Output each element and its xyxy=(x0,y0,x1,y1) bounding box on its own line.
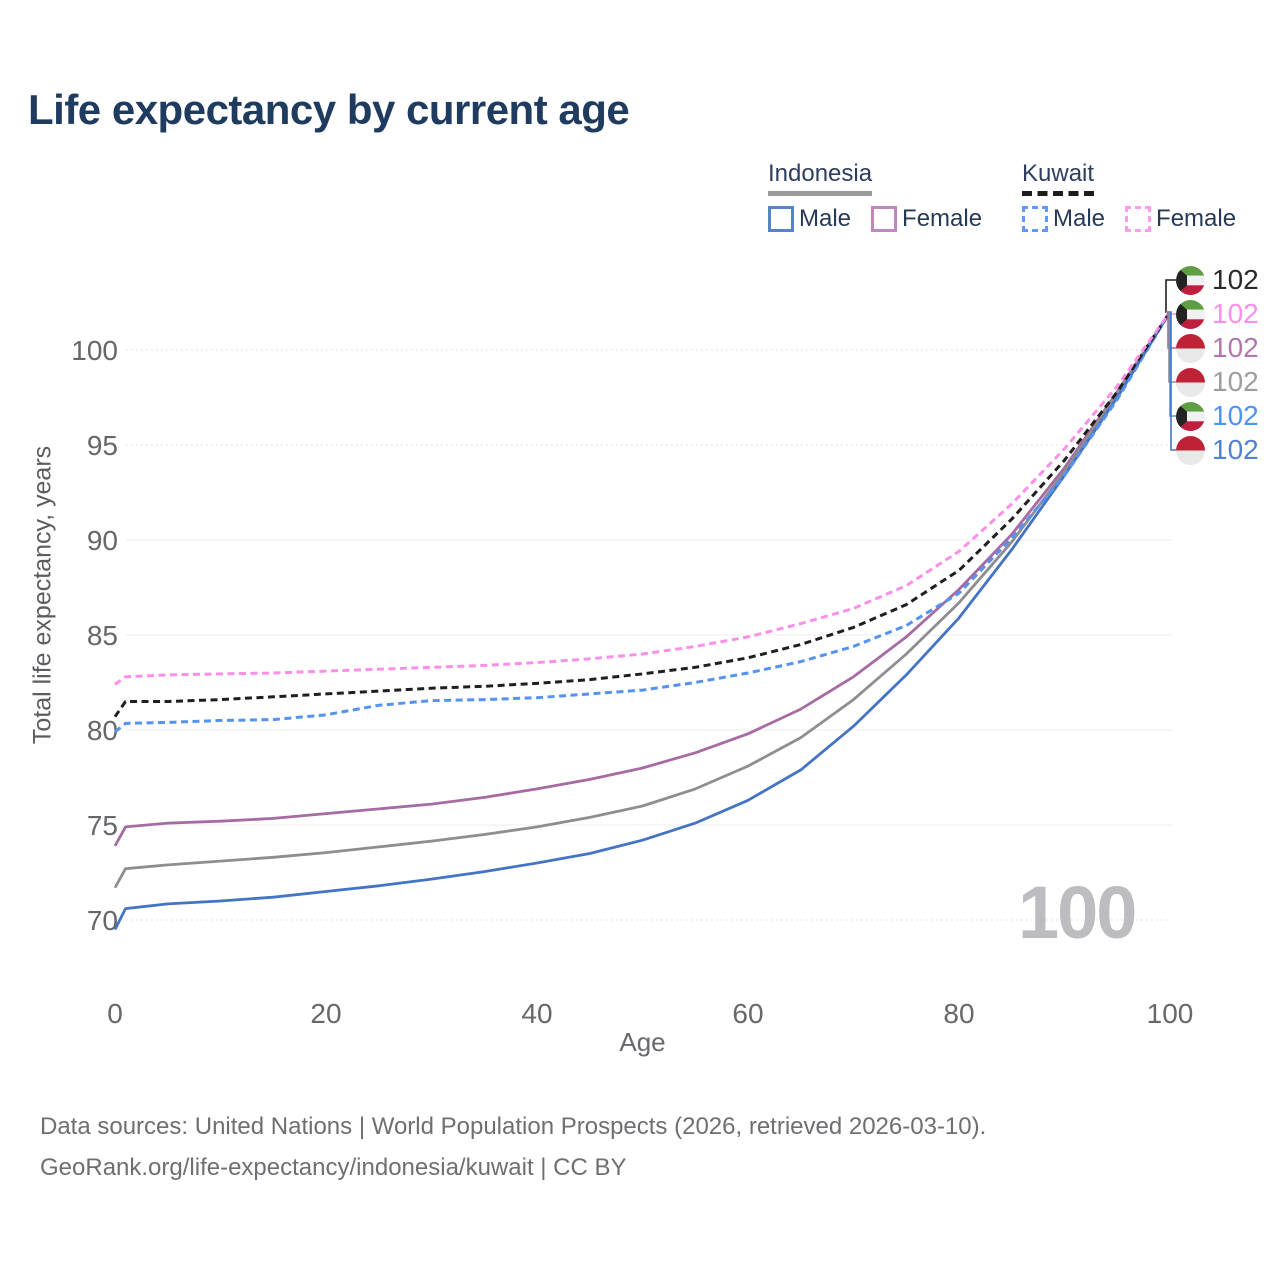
attribution-line: GeoRank.org/life-expectancy/indonesia/ku… xyxy=(40,1154,627,1181)
kuwait-flag-icon xyxy=(1176,401,1205,431)
legend-group-kuwait: Kuwait Male Female xyxy=(1022,160,1236,233)
indonesia-flag-icon xyxy=(1176,367,1205,397)
legend-swatch-indonesia-female xyxy=(871,206,898,232)
y-tick-80: 80 xyxy=(87,715,118,746)
series-line-kuwait[interactable] xyxy=(113,311,1172,718)
x-tick-80: 80 xyxy=(943,998,974,1029)
end-value: 102 xyxy=(1212,264,1259,295)
kuwait-flag-icon xyxy=(1176,265,1205,295)
y-tick-100: 100 xyxy=(71,335,118,366)
end-label-kuwait-total: 102 xyxy=(1176,263,1259,297)
legend-label-indonesia-male: Male xyxy=(799,205,852,232)
data-sources-line: Data sources: United Nations | World Pop… xyxy=(40,1113,987,1140)
end-label-indonesia-female: 102 xyxy=(1176,331,1259,365)
legend-item-kuwait-male[interactable]: Male xyxy=(1022,205,1105,233)
page-title: Life expectancy by current age xyxy=(28,86,630,133)
legend-item-indonesia-male[interactable]: Male xyxy=(768,205,851,233)
legend-swatch-kuwait-male xyxy=(1022,206,1048,232)
end-label-connector-indonesia-male xyxy=(1170,311,1177,451)
series-line-indonesia[interactable] xyxy=(113,311,1172,889)
x-tick-20: 20 xyxy=(310,998,341,1029)
x-tick-40: 40 xyxy=(521,998,552,1029)
legend-item-indonesia-female[interactable]: Female xyxy=(871,205,982,233)
end-value: 102 xyxy=(1212,366,1259,397)
x-axis-title: Age xyxy=(619,1027,666,1057)
y-tick-75: 75 xyxy=(87,810,118,841)
legend-swatch-indonesia-male xyxy=(768,206,794,232)
legend-swatch-kuwait-female xyxy=(1125,206,1152,232)
legend-group-title-kuwait: Kuwait xyxy=(1022,160,1095,187)
y-tick-95: 95 xyxy=(87,430,118,461)
x-tick-60: 60 xyxy=(732,998,763,1029)
y-tick-70: 70 xyxy=(87,905,118,936)
series-line-indonesia-male[interactable] xyxy=(113,311,1172,931)
end-label-connector-kuwait-male xyxy=(1169,312,1177,417)
age-watermark: 100 xyxy=(1018,871,1137,954)
y-tick-90: 90 xyxy=(87,525,118,556)
legend-label-kuwait-female: Female xyxy=(1156,205,1237,232)
end-label-indonesia-total: 102 xyxy=(1176,365,1259,399)
legend-group-title-indonesia: Indonesia xyxy=(768,160,873,187)
x-tick-100: 100 xyxy=(1147,998,1194,1029)
indonesia-flag-icon xyxy=(1176,435,1205,465)
x-tick-0: 0 xyxy=(107,998,123,1029)
legend-group-indonesia: Indonesia Male Female xyxy=(768,160,982,233)
legend-underline-kuwait xyxy=(1022,191,1095,196)
y-tick-85: 85 xyxy=(87,620,118,651)
indonesia-flag-icon xyxy=(1176,333,1205,363)
end-label-kuwait-female: 102 xyxy=(1176,297,1259,331)
end-label-indonesia-male: 102 xyxy=(1176,433,1259,467)
y-axis-title: Total life expectancy, years xyxy=(28,445,57,745)
end-label-kuwait-male: 102 xyxy=(1176,399,1259,433)
end-value: 102 xyxy=(1212,332,1259,363)
end-value: 102 xyxy=(1212,298,1259,329)
kuwait-flag-icon xyxy=(1176,299,1205,329)
legend-underline-indonesia xyxy=(768,191,873,196)
end-value: 102 xyxy=(1212,434,1259,465)
footer: Data sources: United Nations | World Pop… xyxy=(40,1106,986,1188)
legend-label-indonesia-female: Female xyxy=(902,205,983,232)
series-line-kuwait-female[interactable] xyxy=(114,311,1172,686)
chart-legend: Indonesia Male Female Kuwait xyxy=(0,160,1280,240)
series-line-kuwait-male[interactable] xyxy=(114,311,1172,734)
legend-label-kuwait-male: Male xyxy=(1053,205,1106,232)
end-value: 102 xyxy=(1212,400,1259,431)
end-value-labels: 102 102 102 102 xyxy=(1176,263,1259,467)
series-line-indonesia-female[interactable] xyxy=(113,311,1172,847)
legend-item-kuwait-female[interactable]: Female xyxy=(1125,205,1236,233)
